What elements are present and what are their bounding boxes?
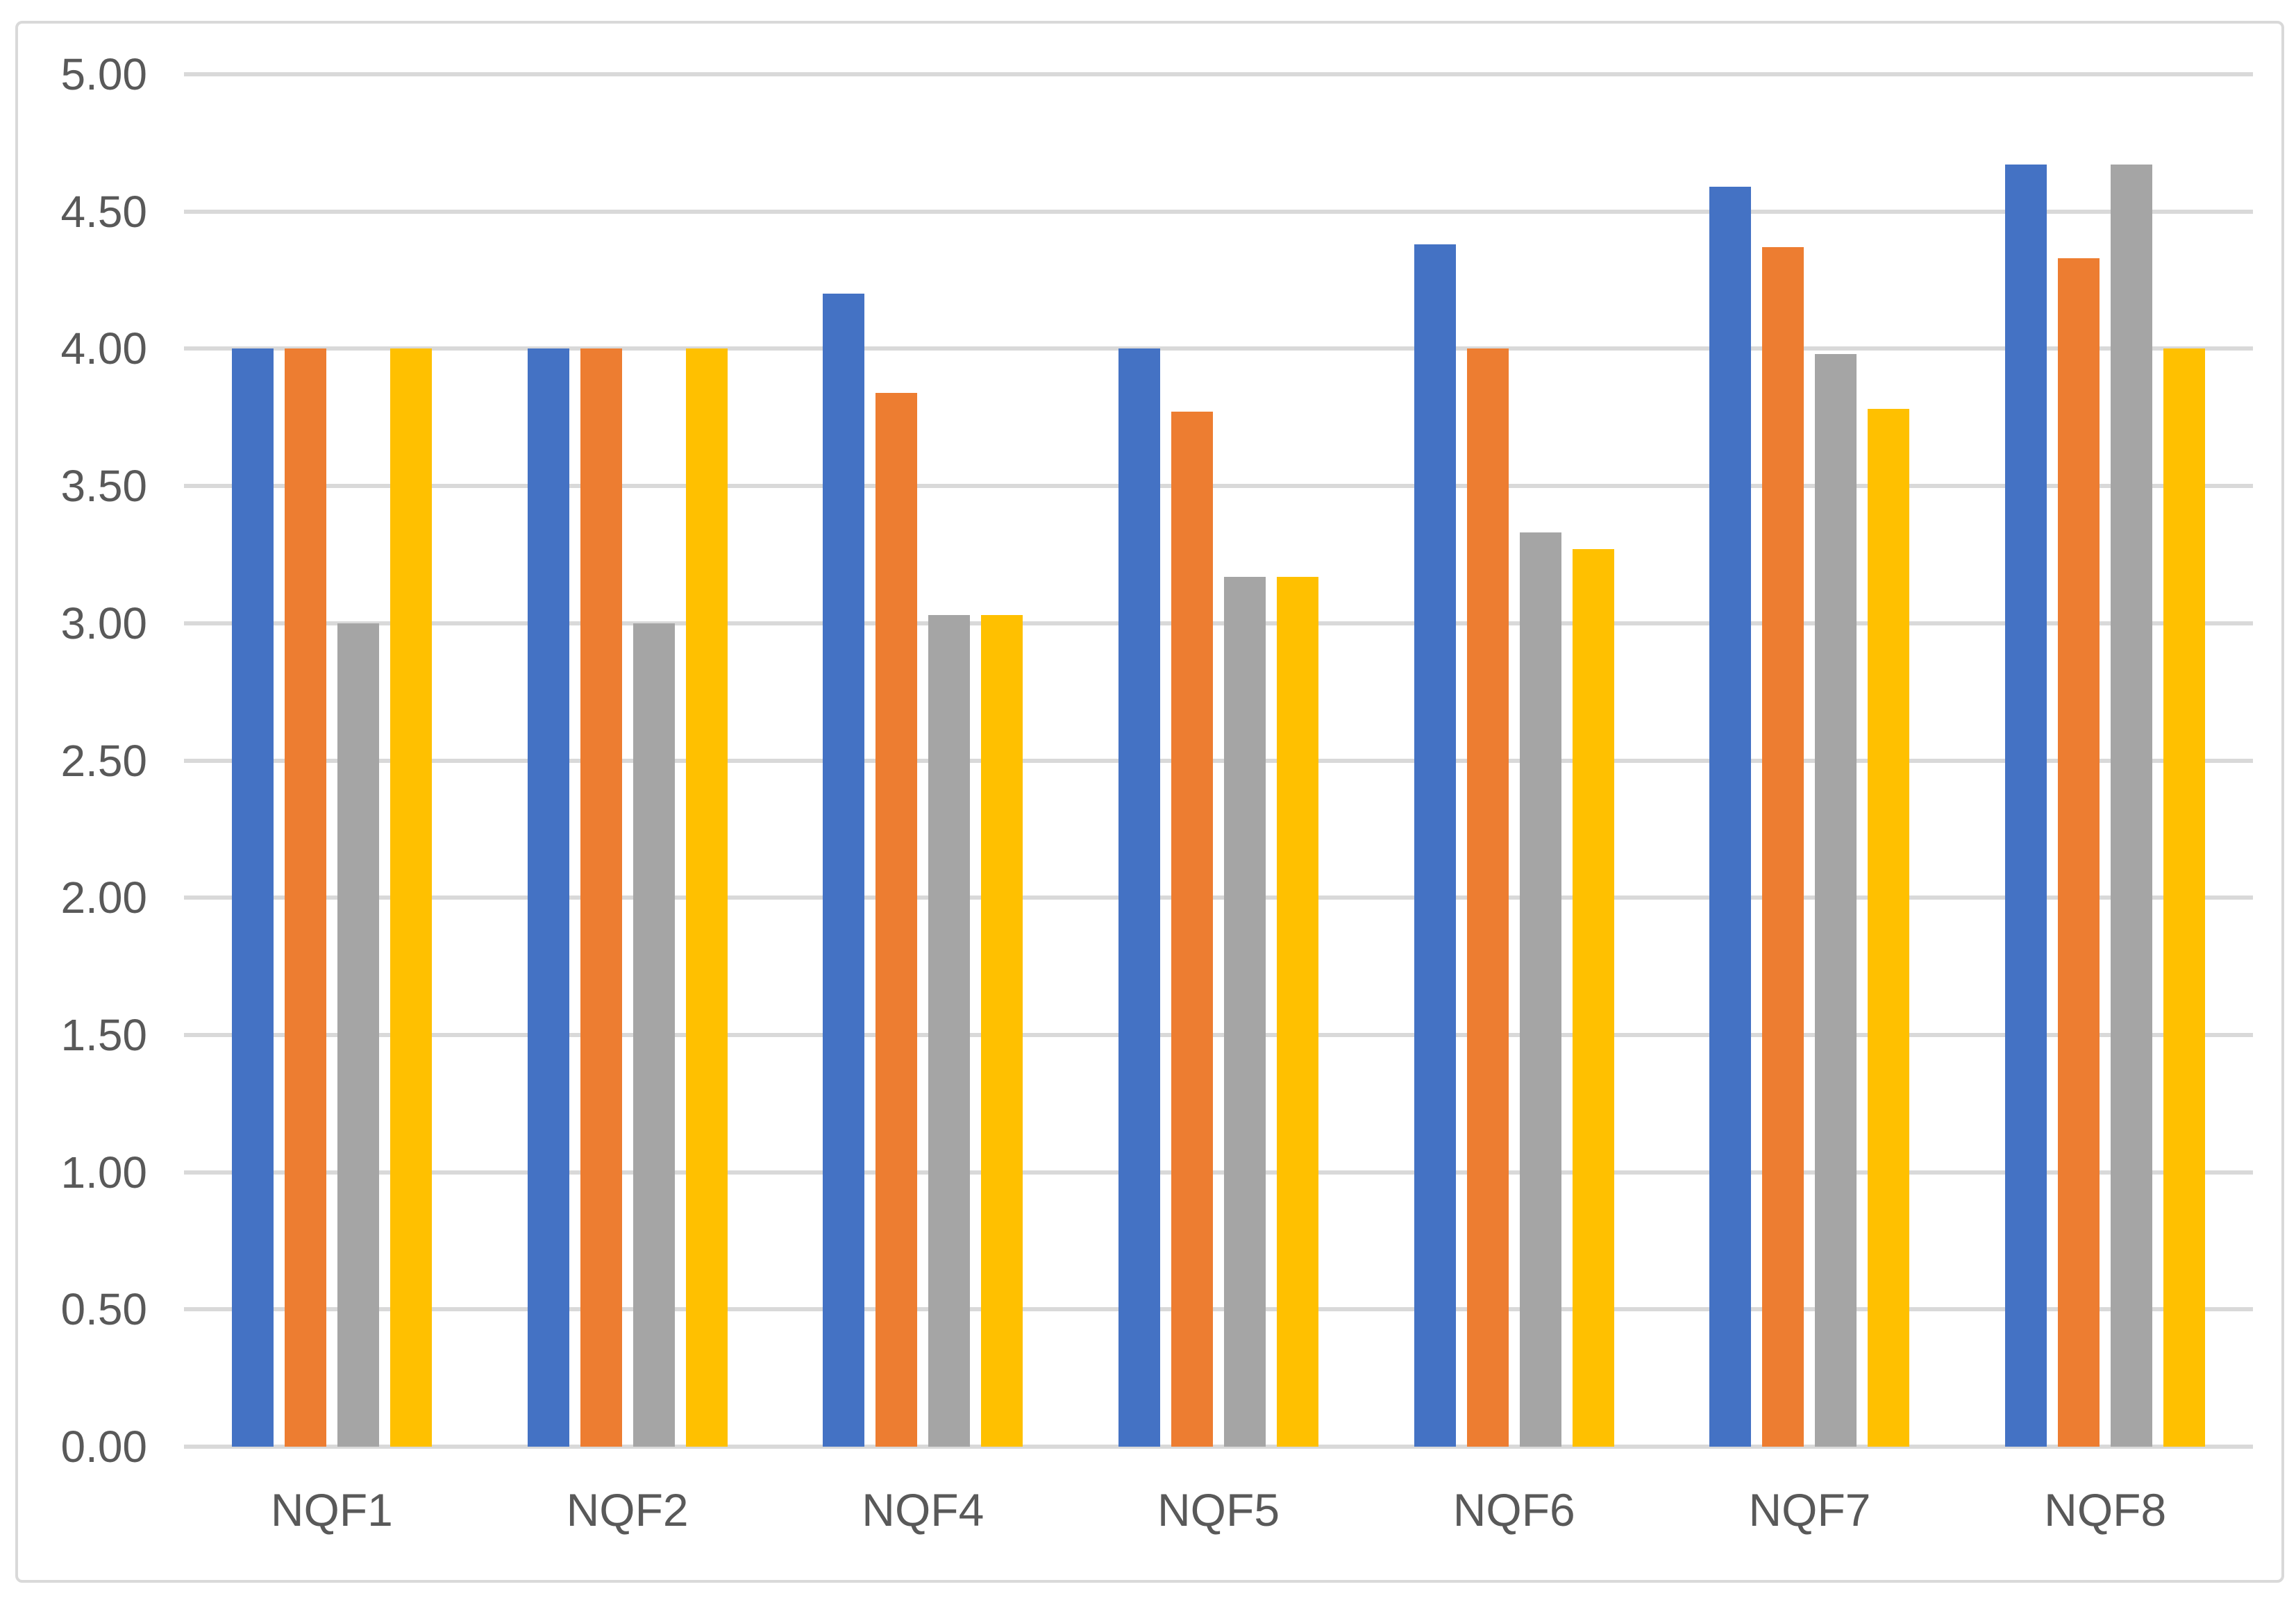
y-tick-label: 1.50	[60, 1009, 147, 1060]
bar-yellow-nqf1	[389, 348, 432, 1447]
x-category-label: NQF8	[2044, 1484, 2167, 1536]
bar-orange-nqf1	[284, 348, 326, 1447]
y-tick-label: 0.50	[60, 1284, 147, 1335]
y-tick-label: 3.50	[60, 461, 147, 512]
bar-group-nqf4	[775, 74, 1071, 1447]
bar-orange-nqf5	[1171, 412, 1214, 1447]
y-tick-label: 4.00	[60, 323, 147, 374]
bar-gray-nqf8	[2111, 165, 2153, 1447]
bar-blue-nqf7	[1709, 187, 1752, 1447]
bar-yellow-nqf7	[1868, 409, 1910, 1447]
x-axis-category-labels: NQF1 NQF2 NQF4 NQF5 NQF6 NQF7 NQF8	[184, 1482, 2253, 1538]
bar-gray-nqf1	[337, 623, 379, 1447]
bar-groups-layer	[184, 74, 2253, 1447]
bar-blue-nqf4	[823, 294, 865, 1447]
gridline	[184, 1032, 2253, 1037]
x-axis-line	[184, 1445, 2253, 1449]
plot-area	[184, 72, 2253, 1449]
bar-yellow-nqf2	[685, 348, 728, 1447]
gridline	[184, 209, 2253, 214]
gridline	[184, 1307, 2253, 1312]
bar-orange-nqf4	[875, 392, 918, 1447]
bar-blue-nqf5	[1118, 348, 1161, 1447]
gridline	[184, 895, 2253, 900]
bar-blue-nqf1	[231, 348, 274, 1447]
x-category-label: NQF5	[1157, 1484, 1280, 1536]
gridline	[184, 758, 2253, 763]
x-category-label: NQF1	[270, 1484, 393, 1536]
x-category-label: NQF2	[566, 1484, 689, 1536]
bar-group-nqf2	[480, 74, 776, 1447]
gridline	[184, 346, 2253, 351]
bar-orange-nqf2	[580, 348, 622, 1447]
gridline	[184, 1170, 2253, 1175]
bar-group-nqf1	[184, 74, 480, 1447]
y-tick-label: 4.50	[60, 186, 147, 237]
bar-orange-nqf8	[2058, 258, 2100, 1447]
y-tick-label: 5.00	[60, 49, 147, 99]
bar-yellow-nqf4	[981, 614, 1023, 1447]
bar-gray-nqf4	[928, 614, 971, 1447]
bar-blue-nqf2	[527, 348, 569, 1447]
y-tick-label: 3.00	[60, 598, 147, 648]
bar-yellow-nqf8	[2163, 348, 2206, 1447]
bar-orange-nqf7	[1762, 247, 1804, 1447]
bar-group-nqf5	[1071, 74, 1366, 1447]
y-axis-tick-labels: 0.00 0.50 1.00 1.50 2.00 2.50 3.00 3.50 4.00 4.50…	[0, 49, 147, 1472]
x-category-label: NQF6	[1452, 1484, 1575, 1536]
x-category-label: NQF4	[862, 1484, 984, 1536]
y-tick-label: 2.50	[60, 735, 147, 786]
gridline	[184, 72, 2253, 76]
bar-gray-nqf5	[1224, 576, 1266, 1447]
bar-gray-nqf2	[632, 623, 675, 1447]
bar-group-nqf7	[1662, 74, 1958, 1447]
bar-gray-nqf6	[1519, 532, 1561, 1447]
bar-group-nqf6	[1366, 74, 1662, 1447]
bar-group-nqf8	[1957, 74, 2253, 1447]
bar-yellow-nqf6	[1572, 549, 1614, 1447]
bar-blue-nqf6	[1414, 244, 1456, 1447]
y-tick-label: 2.00	[60, 873, 147, 923]
gridline	[184, 484, 2253, 489]
x-category-label: NQF7	[1748, 1484, 1871, 1536]
y-tick-label: 0.00	[60, 1422, 147, 1472]
bar-yellow-nqf5	[1277, 576, 1319, 1447]
bar-blue-nqf8	[2005, 165, 2047, 1447]
y-tick-label: 1.00	[60, 1147, 147, 1197]
bar-orange-nqf6	[1466, 348, 1509, 1447]
gridline	[184, 621, 2253, 625]
bar-gray-nqf7	[1815, 354, 1857, 1447]
